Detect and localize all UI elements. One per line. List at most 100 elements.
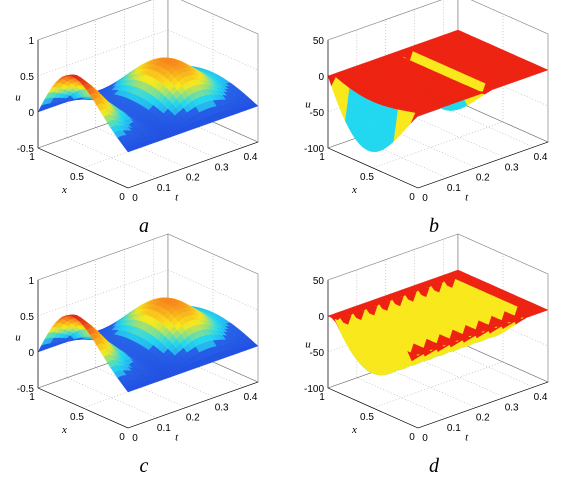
- t-axis-label: t: [465, 192, 469, 204]
- z-tick-label: 0.5: [20, 312, 34, 323]
- t-tick-label: 0: [132, 193, 138, 204]
- z-tick-label: 0: [28, 348, 34, 359]
- axes: 1 0.5 0 -0.5 0 0.5 1 0 0.1 0.2 0.3 0.4 u x t: [15, 36, 259, 204]
- x-axis-label: x: [61, 424, 67, 436]
- panel-label: d: [429, 455, 440, 477]
- z-gridline: [37, 233, 259, 281]
- surface-plot-a: 1 0.5 0 -0.5 0 0.5 1 0 0.1 0.2 0.3 0.4 u x t a: [15, 0, 259, 237]
- t-tick-label: 0.2: [476, 413, 490, 424]
- t-axis-label: t: [465, 432, 469, 444]
- panel-label: a: [139, 215, 149, 237]
- x-axis-label: x: [351, 184, 357, 196]
- z-gridline: [37, 0, 259, 41]
- x-tick-label: 1: [29, 392, 35, 403]
- x-axis-line: [327, 387, 419, 429]
- t-tick-label: 0.3: [215, 402, 229, 413]
- t-tick-label: 0.1: [157, 423, 171, 434]
- t-axis-line: [417, 381, 549, 429]
- z-axis-label: u: [305, 339, 311, 351]
- t-axis-line: [417, 141, 549, 189]
- z-tick-label: -50: [310, 348, 325, 359]
- z-tick-label: 1: [28, 276, 34, 287]
- t-tick-label: 0.1: [447, 183, 461, 194]
- z-axis-label: u: [15, 331, 21, 343]
- t-tick-label: 0.4: [534, 392, 548, 403]
- x-axis-line: [327, 147, 419, 189]
- t-tick-label: 0.1: [157, 183, 171, 194]
- z-tick-label: -100: [304, 384, 324, 395]
- x-tick-label: 1: [319, 392, 325, 403]
- z-tick-label: 0: [28, 108, 34, 119]
- surface-patch: [124, 145, 133, 153]
- z-tick-label: 1: [28, 36, 34, 47]
- t-tick-label: 0.3: [505, 402, 519, 413]
- z-gridline: [37, 269, 259, 317]
- x-tick-label: 0.5: [70, 172, 84, 183]
- x-tick-label: 1: [319, 152, 325, 163]
- x-gridline: [82, 254, 214, 409]
- surface: [327, 269, 549, 376]
- z-tick-label: -100: [304, 144, 324, 155]
- t-tick-label: 0.4: [534, 152, 548, 163]
- t-axis-label: t: [175, 192, 179, 204]
- z-axis-label: u: [305, 99, 311, 111]
- x-gridline: [372, 254, 504, 409]
- axes: 1 0.5 0 -0.5 0 0.5 1 0 0.1 0.2 0.3 0.4 u x t: [15, 276, 259, 444]
- x-tick-label: 0.5: [360, 412, 374, 423]
- t-tick-label: 0.2: [186, 173, 200, 184]
- t-axis-label: t: [175, 432, 179, 444]
- x-gridline: [37, 0, 169, 149]
- x-tick-label: 0: [409, 192, 415, 203]
- x-gridline: [37, 234, 169, 389]
- surface: [37, 297, 259, 393]
- x-tick-label: 0: [409, 432, 415, 443]
- t-tick-label: 0.4: [244, 392, 258, 403]
- surface-patch: [414, 113, 424, 120]
- z-gridline: [37, 29, 259, 77]
- surface-plot-c: 1 0.5 0 -0.5 0 0.5 1 0 0.1 0.2 0.3 0.4 u x t c: [15, 233, 259, 477]
- surface: [327, 29, 549, 153]
- t-axis-line: [127, 141, 259, 189]
- t-tick-label: 0: [422, 193, 428, 204]
- z-tick-label: 50: [313, 276, 325, 287]
- x-axis-line: [37, 147, 129, 189]
- surface-patch: [414, 354, 423, 357]
- x-tick-label: 0.5: [70, 412, 84, 423]
- z-gridline: [327, 233, 549, 281]
- z-tick-label: 0: [318, 72, 324, 83]
- t-tick-label: 0.3: [215, 162, 229, 173]
- x-tick-label: 0: [119, 192, 125, 203]
- x-tick-label: 0.5: [360, 172, 374, 183]
- z-axis-label: u: [15, 91, 21, 103]
- surface-patch: [124, 385, 133, 393]
- t-axis-line: [127, 381, 259, 429]
- t-tick-label: 0: [422, 433, 428, 444]
- z-tick-label: 50: [313, 36, 325, 47]
- z-tick-label: -0.5: [17, 144, 35, 155]
- x-axis-line: [37, 387, 129, 429]
- z-tick-label: 0.5: [20, 72, 34, 83]
- axes: 50 0 -50 -100 0 0.5 1 0 0.1 0.2 0.3 0.4 u x t: [304, 36, 549, 204]
- x-axis-label: x: [351, 424, 357, 436]
- x-gridline: [372, 14, 504, 169]
- panel-label: b: [429, 215, 439, 237]
- x-axis-label: x: [61, 184, 67, 196]
- z-tick-label: -0.5: [17, 384, 35, 395]
- axes: 50 0 -50 -100 0 0.5 1 0 0.1 0.2 0.3 0.4 u x t: [304, 276, 549, 444]
- surface-plot-d: 50 0 -50 -100 0 0.5 1 0 0.1 0.2 0.3 0.4 u x t d: [304, 233, 549, 477]
- z-tick-label: -50: [310, 108, 325, 119]
- t-tick-label: 0.2: [186, 413, 200, 424]
- z-tick-label: 0: [318, 312, 324, 323]
- surface-plot-b: 50 0 -50 -100 0 0.5 1 0 0.1 0.2 0.3 0.4 u x t b: [304, 0, 549, 237]
- t-tick-label: 0.1: [447, 423, 461, 434]
- t-tick-label: 0: [132, 433, 138, 444]
- x-gridline: [82, 14, 214, 169]
- x-tick-label: 0: [119, 432, 125, 443]
- x-tick-label: 1: [29, 152, 35, 163]
- surface: [37, 57, 259, 153]
- t-tick-label: 0.2: [476, 173, 490, 184]
- t-tick-label: 0.4: [244, 152, 258, 163]
- t-tick-label: 0.3: [505, 162, 519, 173]
- z-gridline: [327, 0, 549, 41]
